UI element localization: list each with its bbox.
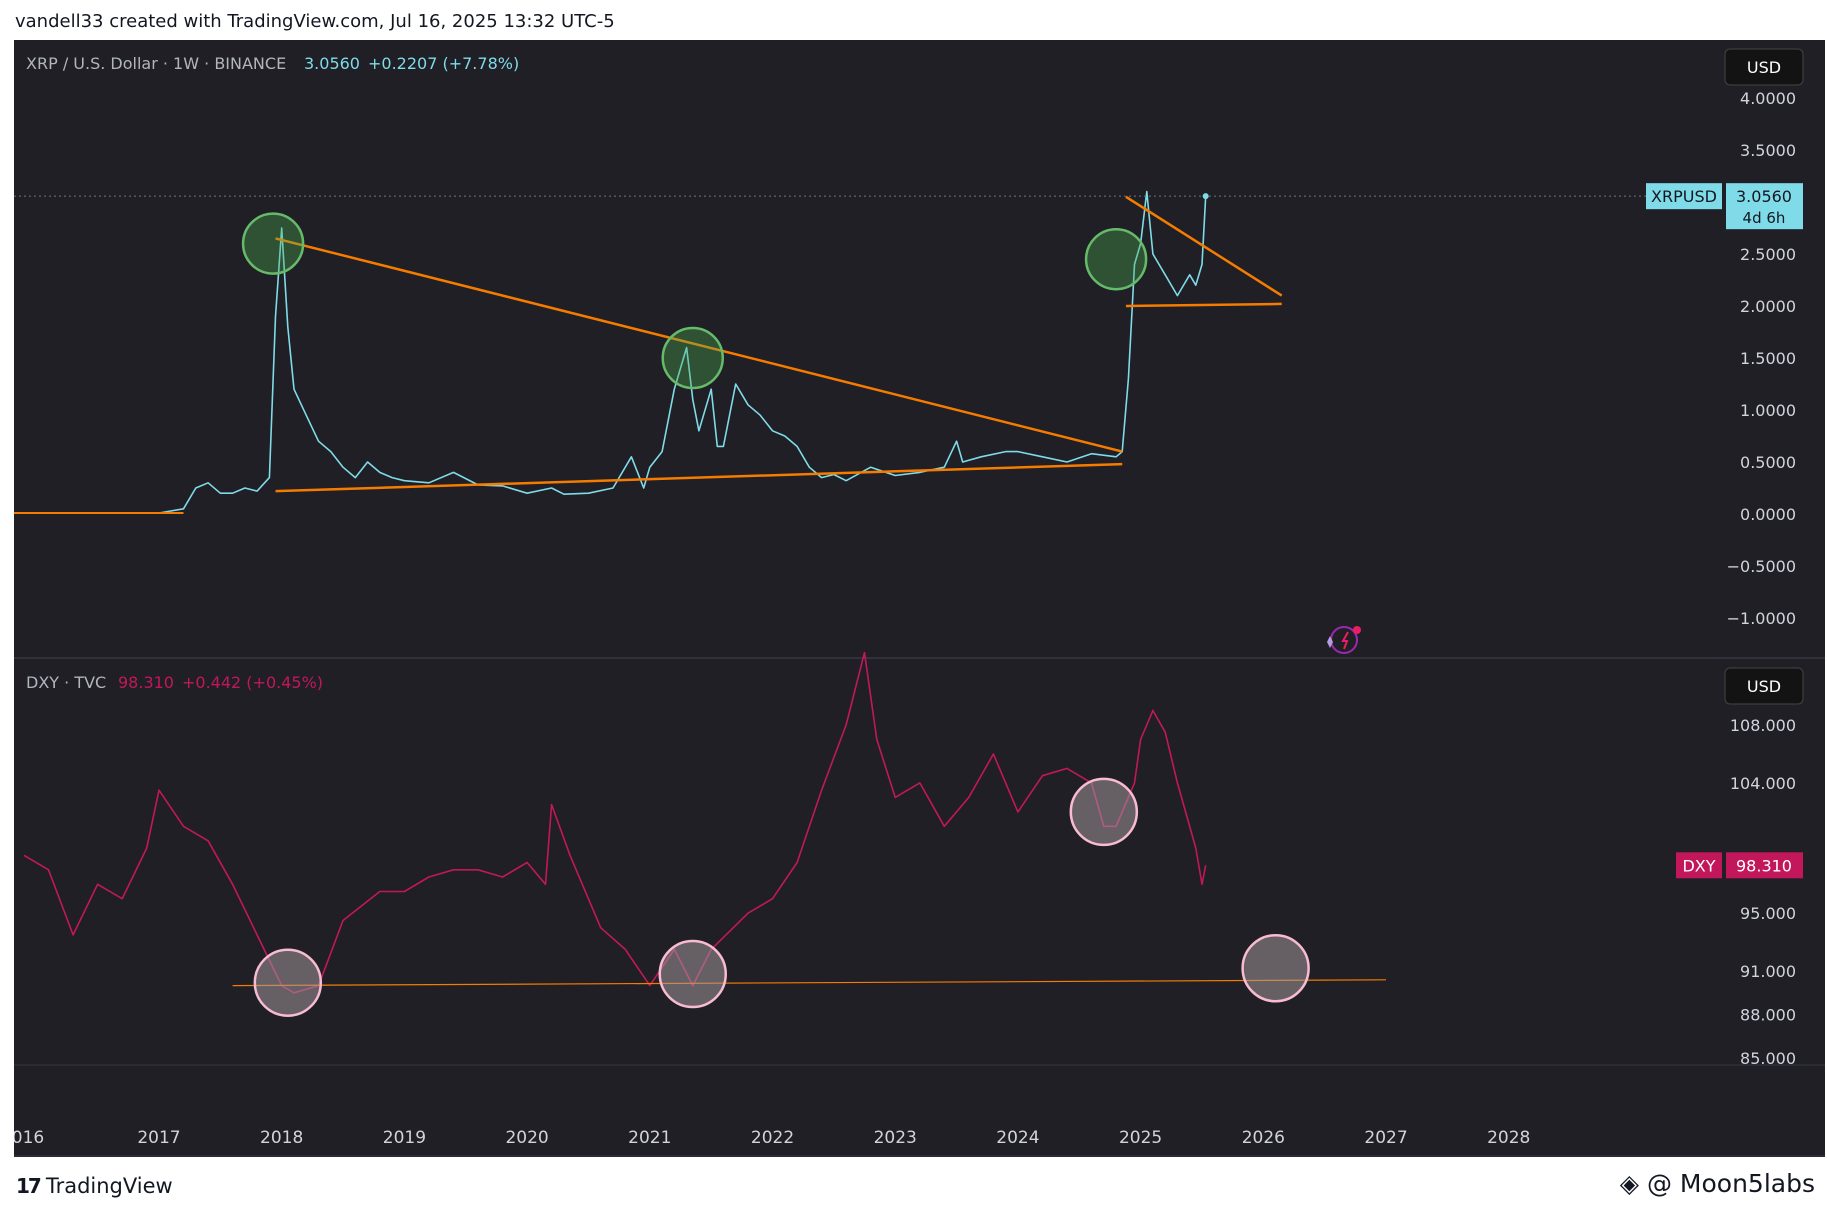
dxy-y-tick-label: 85.000: [1740, 1049, 1796, 1068]
dxy-symbol-badge: [1676, 852, 1722, 879]
dxy-y-tick-label: 104.000: [1730, 774, 1796, 793]
xrp-y-tick-label: 4.0000: [1740, 89, 1796, 108]
dxy-currency-label: USD: [1747, 677, 1781, 696]
x-tick-label: 2024: [996, 1128, 1039, 1148]
xrp-price-line[interactable]: [24, 190, 1207, 514]
chart-frame: XRP / U.S. Dollar · 1W · BINANCE 3.0560 …: [12, 40, 1825, 1157]
xrp-y-tick-label: 2.5000: [1740, 245, 1796, 264]
xrp-highlight-circle[interactable]: [661, 326, 725, 390]
dxy-legend-symbol: DXY · TVC: [26, 673, 106, 692]
xrp-countdown-text: 4d 6h: [1743, 209, 1786, 227]
x-tick-label: 2020: [505, 1128, 548, 1148]
binance-diamond-icon: ◈: [1619, 1169, 1640, 1198]
xrp-highlight-circle[interactable]: [1084, 227, 1148, 291]
xrp-legend-change: +0.2207 (+7.78%): [368, 54, 519, 73]
xrp-pane[interactable]: 4.0000 3.5000 2.5000 2.0000 1.5000 1.0000 0.50…: [14, 89, 1803, 628]
x-tick-label: 2019: [383, 1128, 426, 1148]
dxy-currency-button[interactable]: [1724, 667, 1804, 705]
dxy-y-tick-label: 108.000: [1730, 716, 1796, 735]
attribution-text: vandell33 created with TradingView.com, …: [15, 11, 615, 32]
xrp-legend-price: 3.0560: [304, 54, 360, 73]
xrp-symbol-badge-text: XRPUSD: [1651, 187, 1717, 206]
moon5labs-brand: ◈ @ Moon5labs: [1620, 1169, 1815, 1198]
xrp-last-price-dot: [1202, 193, 1209, 200]
xrp-currency-button[interactable]: [1724, 48, 1804, 86]
dxy-pane[interactable]: 108.000 104.000 95.000 91.000 88.000 85.000 DX…: [23, 651, 1803, 1068]
moon5labs-label: @ Moon5labs: [1646, 1169, 1815, 1198]
chart-svg[interactable]: XRP / U.S. Dollar · 1W · BINANCE 3.0560 …: [12, 40, 1825, 1157]
dxy-symbol-badge-text: DXY: [1682, 856, 1715, 875]
xrp-symbol-badge: [1646, 183, 1722, 210]
tradingview-brand[interactable]: 17 TradingView: [16, 1174, 173, 1198]
tradingview-logo-icon: 17: [16, 1174, 42, 1198]
x-tick-label: 2026: [1242, 1128, 1285, 1148]
xrp-y-tick-label: 1.5000: [1740, 349, 1796, 368]
xrp-trendline[interactable]: [275, 237, 1123, 453]
xrp-trendline[interactable]: [1125, 302, 1282, 308]
sparkle-assistant-icon[interactable]: [1327, 626, 1361, 654]
x-tick-label: 2018: [260, 1128, 303, 1148]
tradingview-label: TradingView: [45, 1174, 173, 1198]
dxy-trendline[interactable]: [232, 979, 1387, 987]
xrp-y-tick-label: −1.0000: [1727, 609, 1796, 628]
x-tick-label: 2017: [137, 1128, 180, 1148]
xrp-currency-label: USD: [1747, 58, 1781, 77]
x-tick-label: 2023: [874, 1128, 917, 1148]
dxy-y-tick-label: 91.000: [1740, 962, 1796, 981]
dxy-highlight-circle[interactable]: [1069, 777, 1139, 847]
footer-bar: 17 TradingView ◈ @ Moon5labs: [0, 1157, 1827, 1211]
xrp-y-tick-label: 0.0000: [1740, 505, 1796, 524]
xrp-y-tick-label: 1.0000: [1740, 401, 1796, 420]
dxy-price-badge: [1726, 852, 1803, 879]
dxy-highlight-circle[interactable]: [1241, 933, 1310, 1003]
xrp-trendline[interactable]: [1125, 195, 1283, 297]
dxy-price-line[interactable]: [23, 651, 1207, 994]
dxy-legend-price: 98.310: [118, 673, 174, 692]
x-tick-label: 2021: [628, 1128, 671, 1148]
xrp-y-tick-label: 0.5000: [1740, 453, 1796, 472]
dxy-y-tick-label: 88.000: [1740, 1006, 1796, 1025]
xrp-y-tick-label: −0.5000: [1727, 557, 1796, 576]
xrp-legend-symbol: XRP / U.S. Dollar · 1W · BINANCE: [26, 54, 286, 73]
dxy-y-tick-label: 95.000: [1740, 904, 1796, 923]
xrp-trendline[interactable]: [275, 462, 1123, 493]
xrp-price-badge-text: 3.0560: [1736, 187, 1792, 206]
xrp-y-tick-label: 2.0000: [1740, 297, 1796, 316]
x-tick-label: 016: [14, 1128, 44, 1148]
dxy-highlight-circle[interactable]: [658, 939, 728, 1009]
x-tick-label: 2022: [751, 1128, 794, 1148]
x-tick-label: 2028: [1487, 1128, 1530, 1148]
x-tick-label: 2027: [1364, 1128, 1407, 1148]
dxy-legend-change: +0.442 (+0.45%): [182, 673, 323, 692]
xrp-y-tick-label: 3.5000: [1740, 141, 1796, 160]
time-axis[interactable]: 016 2017 2018 2019 2020 2021 2022 2023 2024 2025 2…: [12, 1128, 1531, 1148]
dxy-price-badge-text: 98.310: [1736, 856, 1792, 875]
x-tick-label: 2025: [1119, 1128, 1162, 1148]
attribution-bar: vandell33 created with TradingView.com, …: [0, 0, 1827, 40]
dxy-highlight-circle[interactable]: [253, 948, 323, 1017]
xrp-highlight-circle[interactable]: [241, 212, 305, 275]
xrp-price-badge: [1726, 183, 1803, 230]
